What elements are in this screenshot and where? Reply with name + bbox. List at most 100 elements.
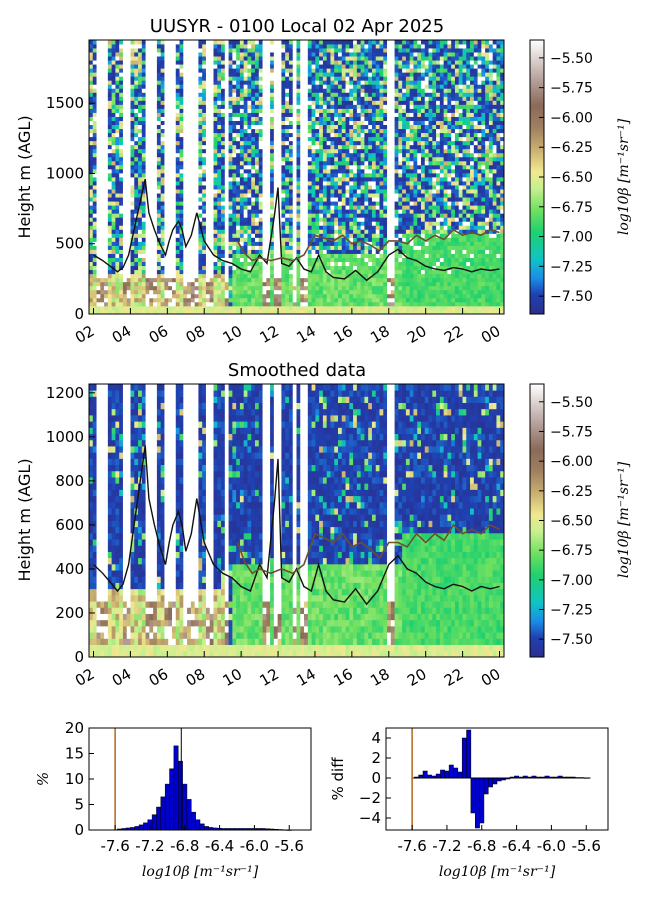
heatmap-cell [277,201,282,206]
heatmap-cell [239,148,245,154]
heatmap-cell [277,269,282,275]
heatmap-cell [202,265,207,271]
heatmap-cell [213,140,218,146]
heatmap-cell [353,52,358,57]
heatmap-cell [251,40,256,45]
heatmap-cell [345,289,350,295]
heatmap-cell [89,237,94,242]
heatmap-cell [285,160,290,166]
heatmap-cell [353,221,358,226]
heatmap-cell [153,237,158,242]
heatmap-cell [89,108,94,113]
heatmap-cell [107,257,113,263]
heatmap-cell [111,277,116,283]
heatmap-cell [111,261,116,267]
heatmap-cell [315,48,320,53]
heatmap-cell [304,68,309,73]
heatmap-cell [164,193,169,198]
heatmap-cell [330,285,335,291]
heatmap-cell [96,201,101,206]
heatmap-cell [187,209,192,214]
heatmap-cell [149,56,154,61]
heatmap-cell [126,92,131,97]
heatmap-cell [326,213,331,218]
heatmap-cell [292,68,297,73]
heatmap-cell [338,193,343,198]
heatmap-cell [164,305,169,311]
heatmap-cell [232,104,237,109]
heatmap-cell [330,76,335,81]
heatmap-cell [243,273,248,279]
heatmap-cell [345,285,350,291]
heatmap-cell [205,181,211,186]
heatmap-cell [296,177,301,182]
heatmap-cell [334,44,339,49]
heatmap-cell [205,249,211,254]
heatmap-cell [285,229,290,234]
heatmap-cell [92,205,97,210]
heatmap-cell [134,80,139,85]
heatmap-cell [262,64,267,69]
heatmap-cell [130,68,135,73]
heatmap-cell [228,221,233,226]
heatmap-cell [243,68,248,73]
heatmap-cell [179,124,184,130]
heatmap-cell [345,177,350,182]
heatmap-cell [243,257,248,263]
heatmap-cell [160,185,165,190]
heatmap-cell [145,160,150,166]
heatmap-cell [164,56,169,61]
heatmap-cell [330,156,335,162]
heatmap-cell [115,213,120,218]
heatmap-cell [138,297,143,303]
heatmap-cell [255,273,260,279]
heatmap-cell [198,112,203,117]
heatmap-cell [247,68,252,73]
heatmap-cell [115,209,120,214]
heatmap-cell [228,185,233,190]
heatmap-cell [243,144,248,150]
heatmap-cell [141,305,146,311]
heatmap-cell [285,209,290,214]
heatmap-cell [111,56,116,61]
heatmap-cell [100,88,105,93]
heatmap-cell [307,60,312,65]
heatmap-cell [232,152,237,158]
heatmap-cell [130,128,135,134]
heatmap-cell [149,273,154,279]
heatmap-cell [183,193,188,198]
heatmap-cell [175,253,180,258]
heatmap-cell [100,144,105,150]
heatmap-cell [356,197,362,202]
heatmap-cell [334,241,339,246]
heatmap-cell [247,92,252,97]
heatmap-cell [89,297,94,303]
heatmap-cell [134,52,139,57]
heatmap-cell [126,128,131,134]
heatmap-cell [360,225,365,230]
heatmap-cell [304,269,309,275]
heatmap-cell [217,148,222,154]
heatmap-cell [205,76,211,81]
heatmap-cell [364,221,369,226]
heatmap-cell [236,233,241,238]
heatmap-cell [247,225,252,230]
heatmap-cell [221,265,226,271]
heatmap-cell [104,189,109,194]
heatmap-cell [315,112,320,117]
heatmap-cell [228,285,233,291]
heatmap-cell [322,241,328,246]
heatmap-cell [360,281,365,287]
heatmap-cell [187,309,192,315]
heatmap-cell [273,44,279,49]
heatmap-cell [360,72,365,77]
heatmap-cell [134,68,139,73]
heatmap-cell [202,225,207,230]
heatmap-cell [281,112,286,117]
heatmap-cell [296,265,301,271]
heatmap-cell [209,257,214,263]
heatmap-cell [104,116,109,121]
heatmap-cell [247,237,252,242]
heatmap-cell [281,257,286,263]
heatmap-cell [232,241,237,246]
